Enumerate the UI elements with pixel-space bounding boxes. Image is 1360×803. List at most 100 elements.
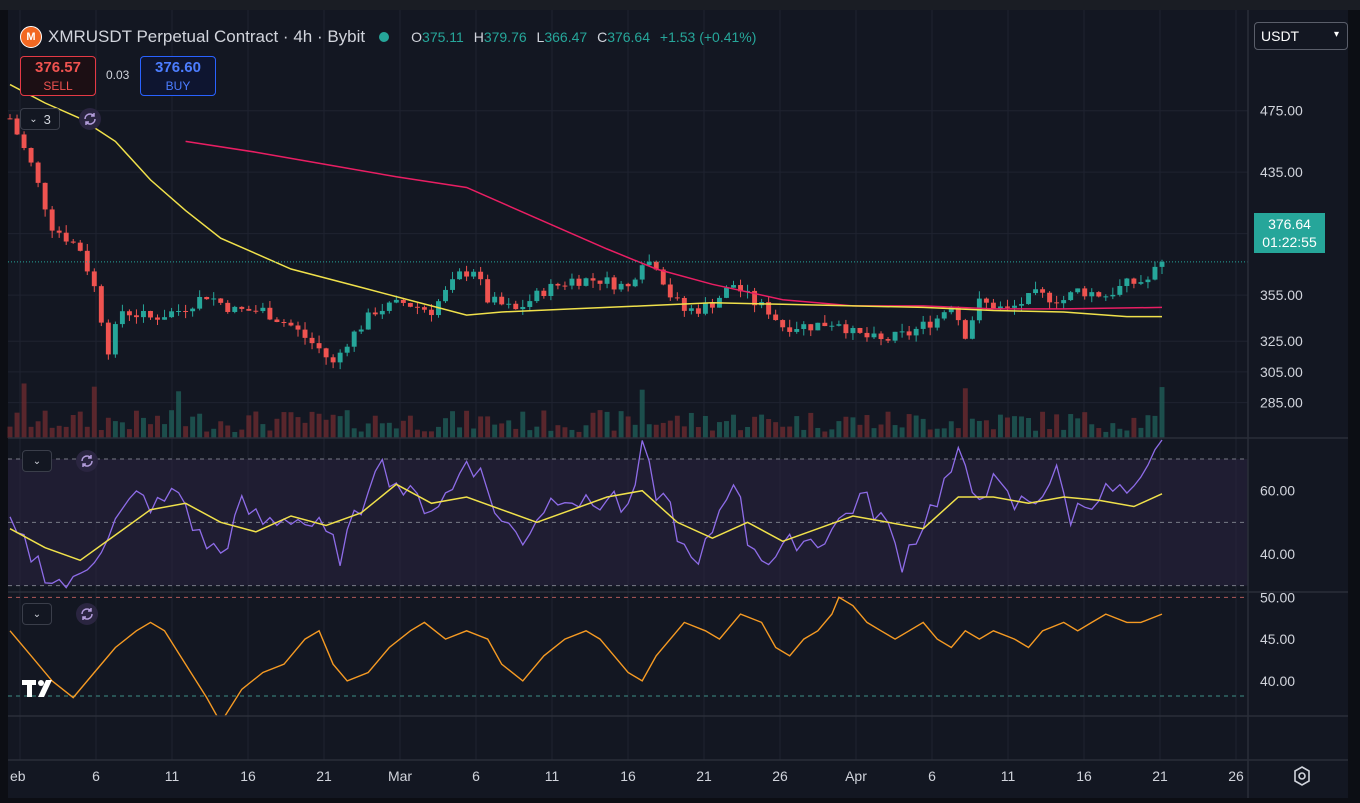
volume-bar [197,413,203,438]
candle-body [365,312,371,330]
volume-bar [717,422,722,438]
y-tick-label: 45.00 [1260,631,1295,647]
y-tick-label: 40.00 [1260,546,1295,562]
volume-bar [871,428,877,438]
candle-body [906,331,912,336]
candle-body [997,306,1003,309]
indicators-collapse-button[interactable]: ⌄ 3 [20,108,60,130]
volume-bar [1019,416,1024,438]
x-tick-label: 26 [1228,768,1244,784]
candle-body [724,287,729,298]
volume-bar [604,411,610,438]
refresh-icon[interactable] [79,108,101,130]
candle-body [639,265,645,280]
candle-body [98,286,104,323]
sell-button[interactable]: 376.57 SELL [20,56,96,96]
rsi-pane[interactable] [8,439,1248,589]
monero-icon: M [20,26,42,48]
candle-body [400,299,406,303]
volume-bar [759,414,765,438]
candle-body [288,322,294,326]
candle-body [555,283,561,286]
low-key: L [536,29,545,45]
rsi-collapse-button[interactable]: ⌄ [22,450,52,472]
candle-body [344,346,350,353]
volume-bar [899,427,905,438]
candle-body [892,331,898,341]
candle-body [253,310,259,312]
oscillator-pane[interactable] [8,596,1248,722]
volume-bar [562,427,568,438]
volume-bar [372,415,378,438]
top-window-strip [0,0,1360,10]
volume-bar [611,430,617,438]
volume-bar [302,422,308,438]
volume-bar [597,410,603,438]
candle-body [1054,302,1060,304]
candle-body [1019,304,1024,306]
candle-body [141,310,146,318]
volume-bar [351,428,357,438]
volume-bar [850,417,856,438]
volume-bar [133,410,139,438]
volume-bar [745,426,751,438]
pane-separators [8,10,1348,798]
chart-area[interactable]: 475.00435.00395.00355.00325.00305.00285.… [0,10,1360,798]
gear-icon[interactable] [1292,766,1312,786]
volume-bar [702,415,708,438]
currency-select[interactable]: USDT ▾ [1254,22,1348,50]
volume-bar [414,429,420,438]
candle-body [752,290,758,306]
price-axis[interactable]: 475.00435.00395.00355.00325.00305.00285.… [1260,103,1303,689]
chart-canvas[interactable]: 475.00435.00395.00355.00325.00305.00285.… [0,10,1360,798]
chevron-down-icon: ⌄ [32,455,42,467]
candle-body [112,324,118,355]
oscillator-collapse-button[interactable]: ⌄ [22,603,52,625]
symbol-legend[interactable]: M XMRUSDT Perpetual Contract · 4h · Bybi… [20,26,756,48]
candle-body [1047,292,1053,303]
candle-body [660,269,666,285]
close-key: C [597,29,608,45]
tradingview-logo-icon[interactable] [22,677,62,699]
x-tick-label: 21 [1152,768,1168,784]
volume-bar [429,431,434,438]
candle-body [1159,261,1165,267]
open-key: O [411,29,423,45]
candle-body [351,331,357,347]
candle-body [148,310,153,318]
candle-body [590,278,596,281]
candle-body [773,314,779,321]
volume-bar [857,424,863,438]
volume-bar [983,420,989,438]
candle-body [913,328,919,336]
candle-body [407,302,413,307]
candle-body [77,242,83,251]
candle-body [450,279,455,290]
rsi-refresh-icon[interactable] [76,450,98,472]
volume-bar [913,415,919,438]
candle-body [794,329,800,332]
candle-body [934,318,940,328]
symbol-title[interactable]: XMRUSDT Perpetual Contract · 4h · Bybit [48,27,366,46]
candle-body [485,279,491,303]
volume-bar [1103,431,1109,438]
volume-bar [358,431,364,438]
candle-body [105,322,111,355]
buy-button[interactable]: 376.60 BUY [140,56,216,96]
volume-bar [962,388,968,438]
volume-bar [471,428,477,438]
volume-bar [1005,417,1010,438]
volume-bar [169,410,175,438]
volume-bar [976,420,982,438]
time-axis[interactable]: eb 6 11 16 21 Mar 6 11 16 21 26 Apr 6 11 16 21 26 [10,768,1244,784]
volume-bar [112,421,118,438]
volume-bar [548,430,554,438]
volume-bar [969,418,975,438]
volume-bar [773,422,779,438]
candle-body [1012,305,1017,308]
candle-body [1005,306,1010,308]
x-tick-label: Apr [845,768,867,784]
oscillator-refresh-icon[interactable] [76,603,98,625]
candle-body [990,302,996,309]
candle-body [1033,289,1039,294]
